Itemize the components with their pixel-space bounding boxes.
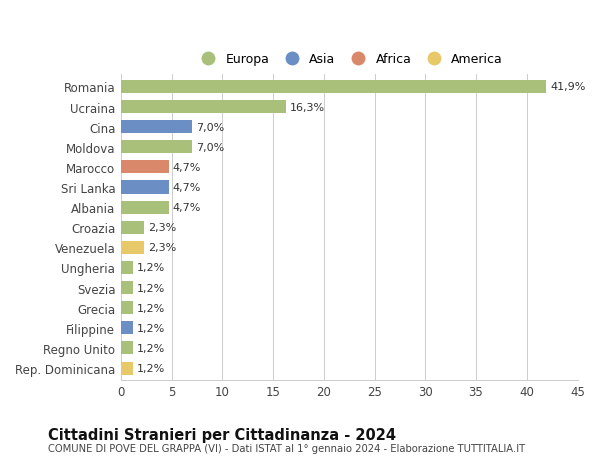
- Bar: [121, 241, 144, 254]
- Text: Cittadini Stranieri per Cittadinanza - 2024: Cittadini Stranieri per Cittadinanza - 2…: [48, 427, 396, 442]
- Bar: [121, 101, 286, 114]
- Bar: [121, 81, 546, 94]
- Text: 1,2%: 1,2%: [137, 263, 165, 273]
- Text: 4,7%: 4,7%: [173, 162, 201, 173]
- Text: 1,2%: 1,2%: [137, 303, 165, 313]
- Text: 41,9%: 41,9%: [550, 82, 586, 92]
- Text: 1,2%: 1,2%: [137, 323, 165, 333]
- Text: 1,2%: 1,2%: [137, 343, 165, 353]
- Text: 2,3%: 2,3%: [148, 223, 176, 233]
- Bar: [121, 362, 133, 375]
- Text: 2,3%: 2,3%: [148, 243, 176, 253]
- Text: 16,3%: 16,3%: [290, 102, 325, 112]
- Legend: Europa, Asia, Africa, America: Europa, Asia, Africa, America: [190, 48, 508, 71]
- Bar: [121, 201, 169, 214]
- Text: 7,0%: 7,0%: [196, 142, 224, 152]
- Bar: [121, 221, 144, 234]
- Bar: [121, 302, 133, 314]
- Bar: [121, 322, 133, 335]
- Bar: [121, 141, 192, 154]
- Bar: [121, 261, 133, 274]
- Bar: [121, 161, 169, 174]
- Bar: [121, 281, 133, 295]
- Text: 1,2%: 1,2%: [137, 283, 165, 293]
- Text: COMUNE DI POVE DEL GRAPPA (VI) - Dati ISTAT al 1° gennaio 2024 - Elaborazione TU: COMUNE DI POVE DEL GRAPPA (VI) - Dati IS…: [48, 443, 525, 453]
- Text: 7,0%: 7,0%: [196, 123, 224, 132]
- Bar: [121, 341, 133, 355]
- Bar: [121, 121, 192, 134]
- Text: 4,7%: 4,7%: [173, 203, 201, 213]
- Text: 1,2%: 1,2%: [137, 363, 165, 373]
- Text: 4,7%: 4,7%: [173, 183, 201, 193]
- Bar: [121, 181, 169, 194]
